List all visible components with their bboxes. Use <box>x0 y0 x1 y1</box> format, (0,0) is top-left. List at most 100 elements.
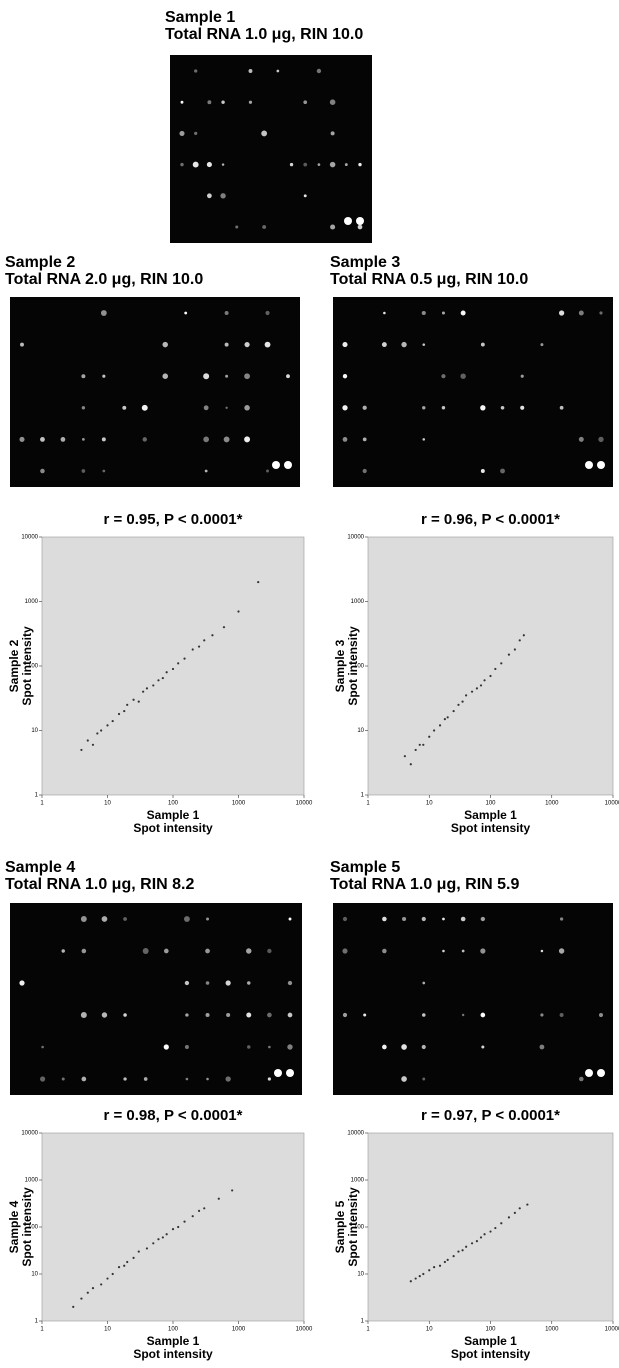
array-spot <box>205 981 210 985</box>
array-spot <box>422 406 426 410</box>
data-point <box>470 690 474 693</box>
array-spot <box>540 949 544 953</box>
array-spot <box>101 437 106 442</box>
array-spot <box>264 341 271 348</box>
data-point <box>165 1233 168 1236</box>
array-spot <box>480 1012 486 1018</box>
array-spot <box>342 916 348 922</box>
data-point <box>106 1277 109 1280</box>
data-point <box>152 684 155 687</box>
y-tick-label: 1 <box>361 1319 365 1325</box>
data-point <box>409 763 412 766</box>
array-spot <box>203 405 209 411</box>
array-spot <box>60 437 66 442</box>
plot-area <box>41 1132 305 1322</box>
array-spot <box>225 406 228 410</box>
y-tick-label: 100 <box>28 664 39 670</box>
y-tick-label: 10000 <box>347 1131 364 1137</box>
array-spot <box>61 949 65 953</box>
data-point <box>137 1250 140 1253</box>
data-point <box>117 712 121 716</box>
x-tick-label: 10000 <box>296 1327 313 1333</box>
data-point <box>106 724 109 727</box>
data-point <box>91 743 95 746</box>
array-spot <box>206 193 212 199</box>
data-point <box>414 1277 417 1280</box>
data-point <box>489 674 492 678</box>
array-spot <box>100 310 107 316</box>
data-point <box>203 639 206 642</box>
array-spot <box>578 436 584 442</box>
array-spot <box>184 980 190 986</box>
array-spot <box>221 100 225 104</box>
array-spot <box>460 310 466 316</box>
array-spot <box>382 1044 387 1050</box>
array-spot <box>329 161 336 168</box>
plot-area <box>41 536 305 796</box>
array-spot <box>330 224 336 230</box>
data-point <box>157 679 160 682</box>
data-point <box>465 1245 468 1248</box>
data-point <box>142 690 145 693</box>
x-tick-label: 1000 <box>545 801 559 807</box>
array-spot <box>303 162 308 167</box>
array-spot <box>276 69 280 73</box>
data-point <box>123 709 126 713</box>
array-spot <box>342 374 348 379</box>
array-spot <box>205 948 210 954</box>
array-spot <box>180 162 184 167</box>
array-spot <box>203 373 210 380</box>
y-tick-label: 10 <box>357 1272 364 1278</box>
array-spot <box>344 217 352 225</box>
data-point <box>409 1280 412 1283</box>
y-tick-label: 1000 <box>25 1178 39 1184</box>
data-point <box>494 667 497 671</box>
y-axis-label: Sample 4 <box>7 1200 21 1253</box>
array-spot <box>540 1013 544 1017</box>
array-spot <box>248 69 253 73</box>
chart-title: r = 0.95, P < 0.0001* <box>103 511 242 528</box>
y-tick-label: 1 <box>35 793 39 799</box>
data-point <box>432 729 436 732</box>
data-point <box>96 732 99 735</box>
data-point <box>428 1269 431 1272</box>
data-point <box>137 700 140 703</box>
array-spot <box>558 310 565 316</box>
array-spot <box>179 130 185 136</box>
array-spot <box>162 373 169 379</box>
array-spot <box>19 980 25 986</box>
array-spot <box>235 225 239 229</box>
plot-area <box>367 1132 614 1322</box>
array-spot <box>61 1077 65 1081</box>
array-spot <box>442 949 445 953</box>
array-spot <box>185 1077 189 1081</box>
array-spot <box>520 374 524 378</box>
data-point <box>507 653 511 656</box>
array-spot <box>303 100 308 105</box>
x-tick-label: 10000 <box>296 801 313 807</box>
array-spot <box>460 916 466 922</box>
array-spot <box>246 948 252 954</box>
array-spot <box>422 343 426 346</box>
array-spot <box>261 130 268 137</box>
array-spot <box>559 1013 564 1017</box>
y-tick-label: 10000 <box>21 535 38 541</box>
data-point <box>446 716 449 719</box>
array-spot <box>194 131 198 136</box>
x-tick-label: 100 <box>168 801 179 807</box>
array-spot <box>244 436 251 443</box>
array-spot <box>356 217 364 225</box>
array-spot <box>421 916 426 922</box>
array-image <box>333 297 613 487</box>
data-point <box>438 1264 442 1267</box>
array-spot <box>342 948 348 954</box>
x-axis-label: Sample 1 <box>147 1334 200 1348</box>
array-spot <box>382 916 387 922</box>
array-spot <box>40 1076 46 1082</box>
data-point <box>123 1264 126 1267</box>
array-spot <box>460 373 466 379</box>
x-tick-label: 10 <box>426 1327 433 1333</box>
data-point <box>161 1236 164 1239</box>
array-spot <box>267 1012 272 1018</box>
array-spot <box>598 436 604 443</box>
